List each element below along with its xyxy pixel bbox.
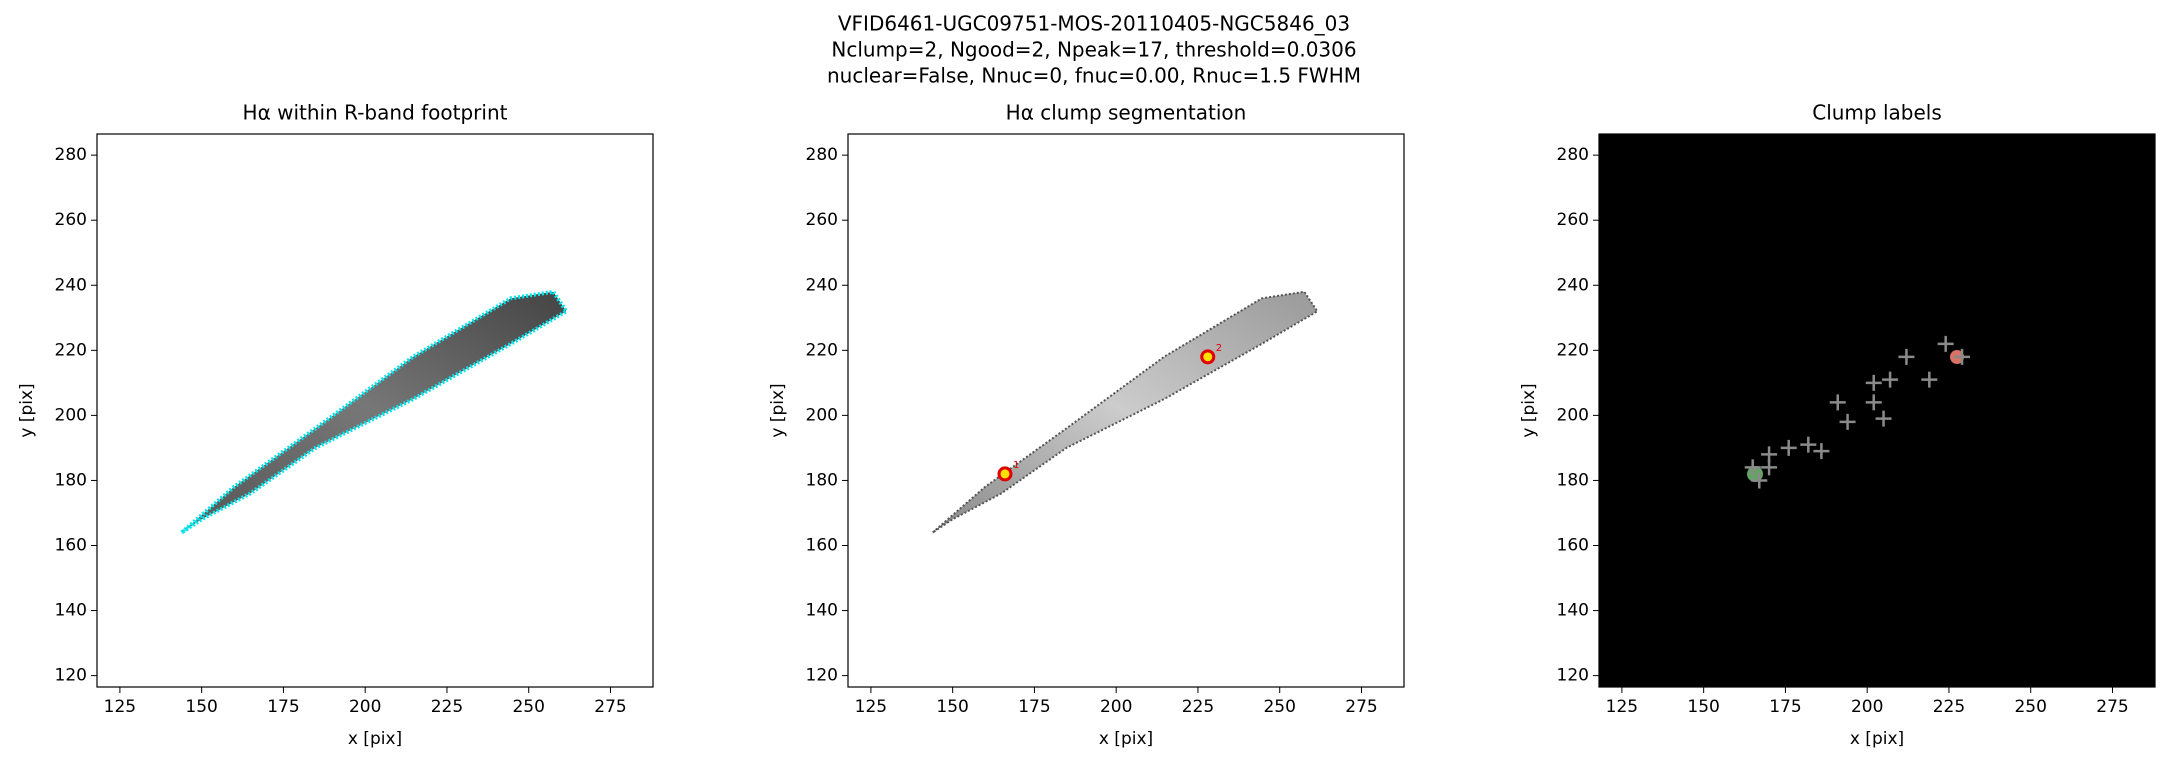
y-tick-label: 280 (806, 145, 838, 165)
axes-title: Clump labels (1812, 101, 1942, 125)
x-tick-label: 150 (936, 697, 968, 717)
x-tick-label: 175 (1018, 697, 1050, 717)
peak-marker (1865, 394, 1882, 411)
y-tick-label: 120 (1557, 666, 1589, 686)
y-tick-label: 240 (55, 275, 87, 295)
y-tick-label: 220 (1557, 340, 1589, 360)
galaxy-image (180, 289, 570, 535)
y-tick-label: 120 (55, 666, 87, 686)
axes-title: Hα clump segmentation (1006, 101, 1247, 125)
y-tick-label: 280 (55, 145, 87, 165)
peak-marker (1800, 436, 1817, 453)
y-tick-label: 260 (55, 210, 87, 230)
axes-title: Hα within R-band footprint (243, 101, 508, 125)
y-tick-label: 200 (806, 405, 838, 425)
peak-marker (1780, 439, 1797, 456)
x-tick-label: 250 (1263, 697, 1295, 717)
x-tick-label: 250 (512, 697, 544, 717)
y-tick-label: 240 (806, 275, 838, 295)
x-tick-label: 225 (1182, 697, 1214, 717)
peak-marker (1829, 394, 1846, 411)
x-tick-label: 175 (267, 697, 299, 717)
y-tick-label: 200 (1557, 405, 1589, 425)
y-tick-label: 160 (806, 535, 838, 555)
y-tick-label: 180 (806, 470, 838, 490)
peak-marker (1898, 348, 1915, 365)
y-tick-label: 260 (806, 210, 838, 230)
y-tick-label: 220 (806, 340, 838, 360)
y-tick-label: 160 (1557, 535, 1589, 555)
peak-marker (1865, 374, 1882, 391)
clump-label: 2 (1216, 343, 1222, 354)
y-axis-label: y [pix] (1519, 383, 1539, 437)
y-tick-label: 200 (55, 405, 87, 425)
peak-marker (1875, 410, 1892, 427)
peak-marker (1882, 371, 1899, 388)
x-tick-label: 175 (1769, 697, 1801, 717)
x-tick-label: 200 (1100, 697, 1132, 717)
label-background (1599, 134, 2155, 687)
clump-marker (997, 466, 1013, 482)
x-axis-label: x [pix] (1850, 729, 1904, 749)
peak-marker (1921, 371, 1938, 388)
x-tick-label: 125 (104, 697, 136, 717)
axes-frame (847, 133, 1405, 688)
image-layer (932, 290, 1319, 534)
clump-label: 1 (1013, 460, 1019, 471)
peak-marker (1839, 413, 1856, 430)
x-tick-label: 225 (431, 697, 463, 717)
x-tick-label: 125 (1606, 697, 1638, 717)
x-tick-label: 275 (2096, 697, 2128, 717)
x-tick-label: 150 (185, 697, 217, 717)
x-tick-label: 200 (1851, 697, 1883, 717)
y-axis-label: y [pix] (768, 383, 788, 437)
peak-marker (1751, 472, 1768, 489)
image-layer (180, 289, 570, 535)
peak-marker (1761, 459, 1778, 476)
y-tick-label: 280 (1557, 145, 1589, 165)
peak-marker (1937, 335, 1954, 352)
y-tick-label: 160 (55, 535, 87, 555)
y-tick-label: 140 (55, 601, 87, 621)
y-tick-label: 240 (1557, 275, 1589, 295)
x-axis-label: x [pix] (1099, 729, 1153, 749)
y-tick-label: 180 (1557, 470, 1589, 490)
x-axis-label: x [pix] (348, 729, 402, 749)
figure-title: VFID6461-UGC09751-MOS-20110405-NGC5846_0… (838, 12, 1350, 36)
y-tick-label: 140 (806, 601, 838, 621)
x-tick-label: 150 (1687, 697, 1719, 717)
x-tick-label: 275 (1345, 697, 1377, 717)
image-layer (1599, 134, 2155, 687)
segmentation-image (932, 290, 1319, 534)
x-tick-label: 200 (349, 697, 381, 717)
y-tick-label: 180 (55, 470, 87, 490)
peak-marker (1744, 459, 1761, 476)
y-axis-label: y [pix] (17, 383, 37, 437)
x-tick-label: 225 (1933, 697, 1965, 717)
axes-frame (96, 133, 654, 688)
x-tick-label: 275 (594, 697, 626, 717)
y-tick-label: 220 (55, 340, 87, 360)
figure-title: Nclump=2, Ngood=2, Npeak=17, threshold=0… (831, 38, 1356, 62)
axes-frame (1598, 133, 2156, 688)
figure-title: nuclear=False, Nnuc=0, fnuc=0.00, Rnuc=1… (827, 64, 1361, 88)
peak-marker (1954, 348, 1971, 365)
x-tick-label: 125 (855, 697, 887, 717)
clump-marker (1200, 349, 1216, 365)
x-tick-label: 250 (2014, 697, 2046, 717)
y-tick-label: 120 (806, 666, 838, 686)
y-tick-label: 260 (1557, 210, 1589, 230)
peak-marker (1813, 443, 1830, 460)
y-tick-label: 140 (1557, 601, 1589, 621)
